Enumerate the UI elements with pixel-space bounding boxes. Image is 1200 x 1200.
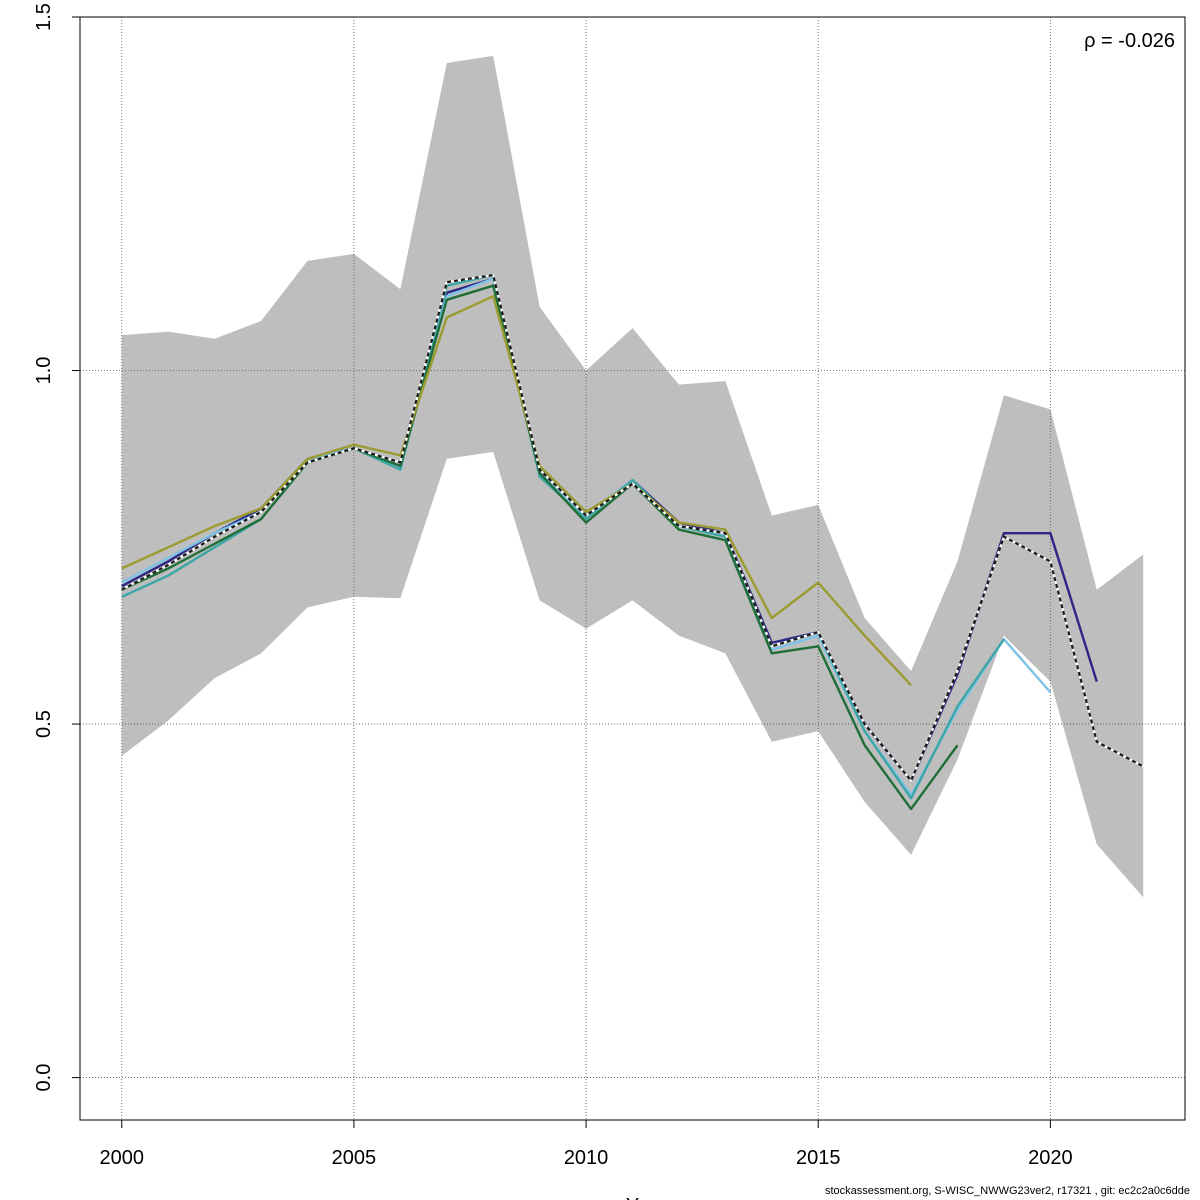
series-line-5: [121, 295, 912, 686]
confidence-band: [121, 55, 1144, 898]
x-axis-title: Y: [626, 1195, 639, 1200]
footer-source-text: stockassessment.org, S-WISC_NWWG23ver2, …: [825, 1185, 1190, 1197]
axis-layer: 2000 2005 2010 2015 2020 0.0 0.5 1.0 1.5: [33, 3, 1073, 1169]
series-layer: [121, 273, 1144, 811]
x-tick-label-1: 2005: [332, 1147, 377, 1169]
rho-annotation: ρ = -0.026: [1084, 30, 1175, 52]
confidence-band-layer: [121, 55, 1144, 898]
series-line-4: [121, 284, 959, 811]
y-tick-label-0: 0.0: [33, 1064, 55, 1092]
x-tick-label-4: 2020: [1028, 1147, 1073, 1169]
y-tick-label-3: 1.5: [33, 3, 55, 31]
y-tick-label-1: 0.5: [33, 710, 55, 738]
plot-frame: [79, 16, 1186, 1121]
x-tick-label-3: 2015: [796, 1147, 841, 1169]
series-line-0: [121, 273, 1144, 782]
x-tick-label-0: 2000: [100, 1147, 145, 1169]
x-tick-label-2: 2010: [564, 1147, 609, 1169]
y-tick-label-2: 1.0: [33, 357, 55, 385]
